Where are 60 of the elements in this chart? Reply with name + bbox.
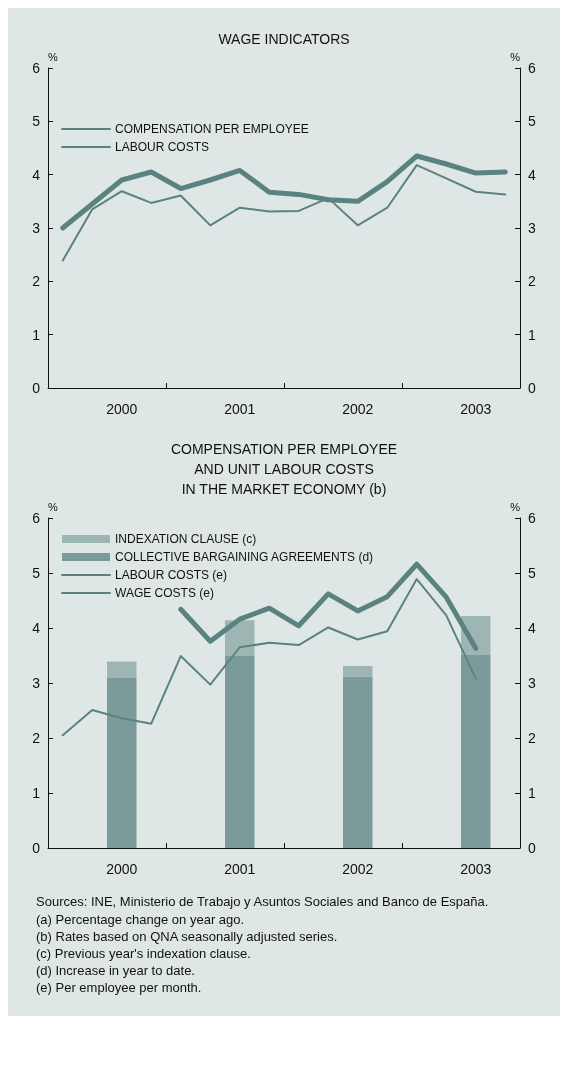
y-tick-label: 3 [32, 220, 41, 236]
y2-tick-label: 5 [528, 113, 536, 130]
legend-label: COLLECTIVE BARGAINING AGREEMENTS (d) [115, 550, 374, 564]
text: (d) Increase in year to date. [35, 962, 196, 979]
y-tick-label: 4 [32, 166, 41, 183]
bar [107, 678, 137, 848]
y2-tick-label: 3 [528, 220, 536, 236]
y2-tick-label: 4 [528, 166, 536, 183]
y-tick-label: 0 [32, 840, 41, 856]
y2-tick-label: 6 [528, 60, 536, 76]
y2-tick-label: 5 [528, 565, 536, 581]
y2-tick-label: 1 [528, 785, 536, 801]
y-tick-label: 6 [32, 60, 41, 76]
y2-tick-label: 0 [528, 840, 536, 856]
legend-label: COMPENSATION PER EMPLOYEE [115, 122, 309, 136]
y-tick-label: 5 [32, 113, 41, 130]
y-tick-label: 2 [32, 273, 41, 290]
x-tick-label: 2001 [224, 861, 256, 877]
text: (e) Per employee per month. [35, 979, 203, 996]
y-tick-label: 1 [32, 785, 41, 801]
y2-axis-title: % [510, 500, 521, 513]
x-tick-label: 2002 [342, 861, 374, 877]
y2-tick-label: 2 [528, 730, 536, 746]
text: (b) Rates based on QNA seasonally adjusted series. [35, 928, 339, 945]
y-tick-label: 1 [32, 326, 41, 343]
y-tick-label: 5 [32, 565, 41, 581]
chart-title: COMPENSATION PER EMPLOYEE AND UNIT LABOUR COSTS IN THE MARKET ECONOMY (b) [170, 441, 398, 497]
y-tick-label: 2 [32, 730, 41, 746]
y2-tick-label: 6 [528, 510, 536, 526]
x-tick-label: 2000 [106, 401, 138, 417]
y-axis-title: % [48, 500, 58, 513]
y-tick-label: 6 [32, 510, 41, 526]
x-tick-label: 2000 [106, 861, 138, 877]
y2-tick-label: 1 [528, 326, 536, 343]
text: (a) Percentage change on year ago. [35, 911, 246, 928]
y-axis-title: % [48, 50, 58, 63]
legend-label: LABOUR COSTS [115, 140, 210, 154]
y2-tick-label: 2 [528, 273, 536, 290]
bar [343, 665, 373, 677]
y-tick-label: 3 [32, 675, 41, 691]
bar [461, 654, 491, 848]
x-tick-label: 2003 [460, 401, 492, 417]
y2-axis-title: % [510, 50, 521, 63]
y-tick-label: 4 [32, 620, 41, 636]
y2-tick-label: 4 [528, 620, 536, 636]
x-tick-label: 2003 [460, 861, 492, 877]
legend-label: LABOUR COSTS (e) [115, 568, 228, 582]
y2-tick-label: 0 [528, 380, 536, 396]
bar [107, 661, 137, 679]
source-note: Sources: INE, Ministerio de Trabajo y Asuntos Sociales and Banco de España. [35, 893, 490, 911]
chart-title: WAGE INDICATORS [218, 31, 350, 47]
x-tick-label: 2002 [342, 401, 374, 417]
y-tick-label: 0 [32, 380, 41, 396]
legend-label: WAGE COSTS (e) [115, 586, 214, 600]
y2-tick-label: 3 [528, 675, 536, 691]
bar [225, 656, 255, 848]
x-tick-label: 2001 [224, 401, 256, 417]
legend-label: INDEXATION CLAUSE (c) [115, 532, 257, 546]
bar [343, 676, 373, 848]
text: (c) Previous year's indexation clause. [35, 945, 252, 962]
